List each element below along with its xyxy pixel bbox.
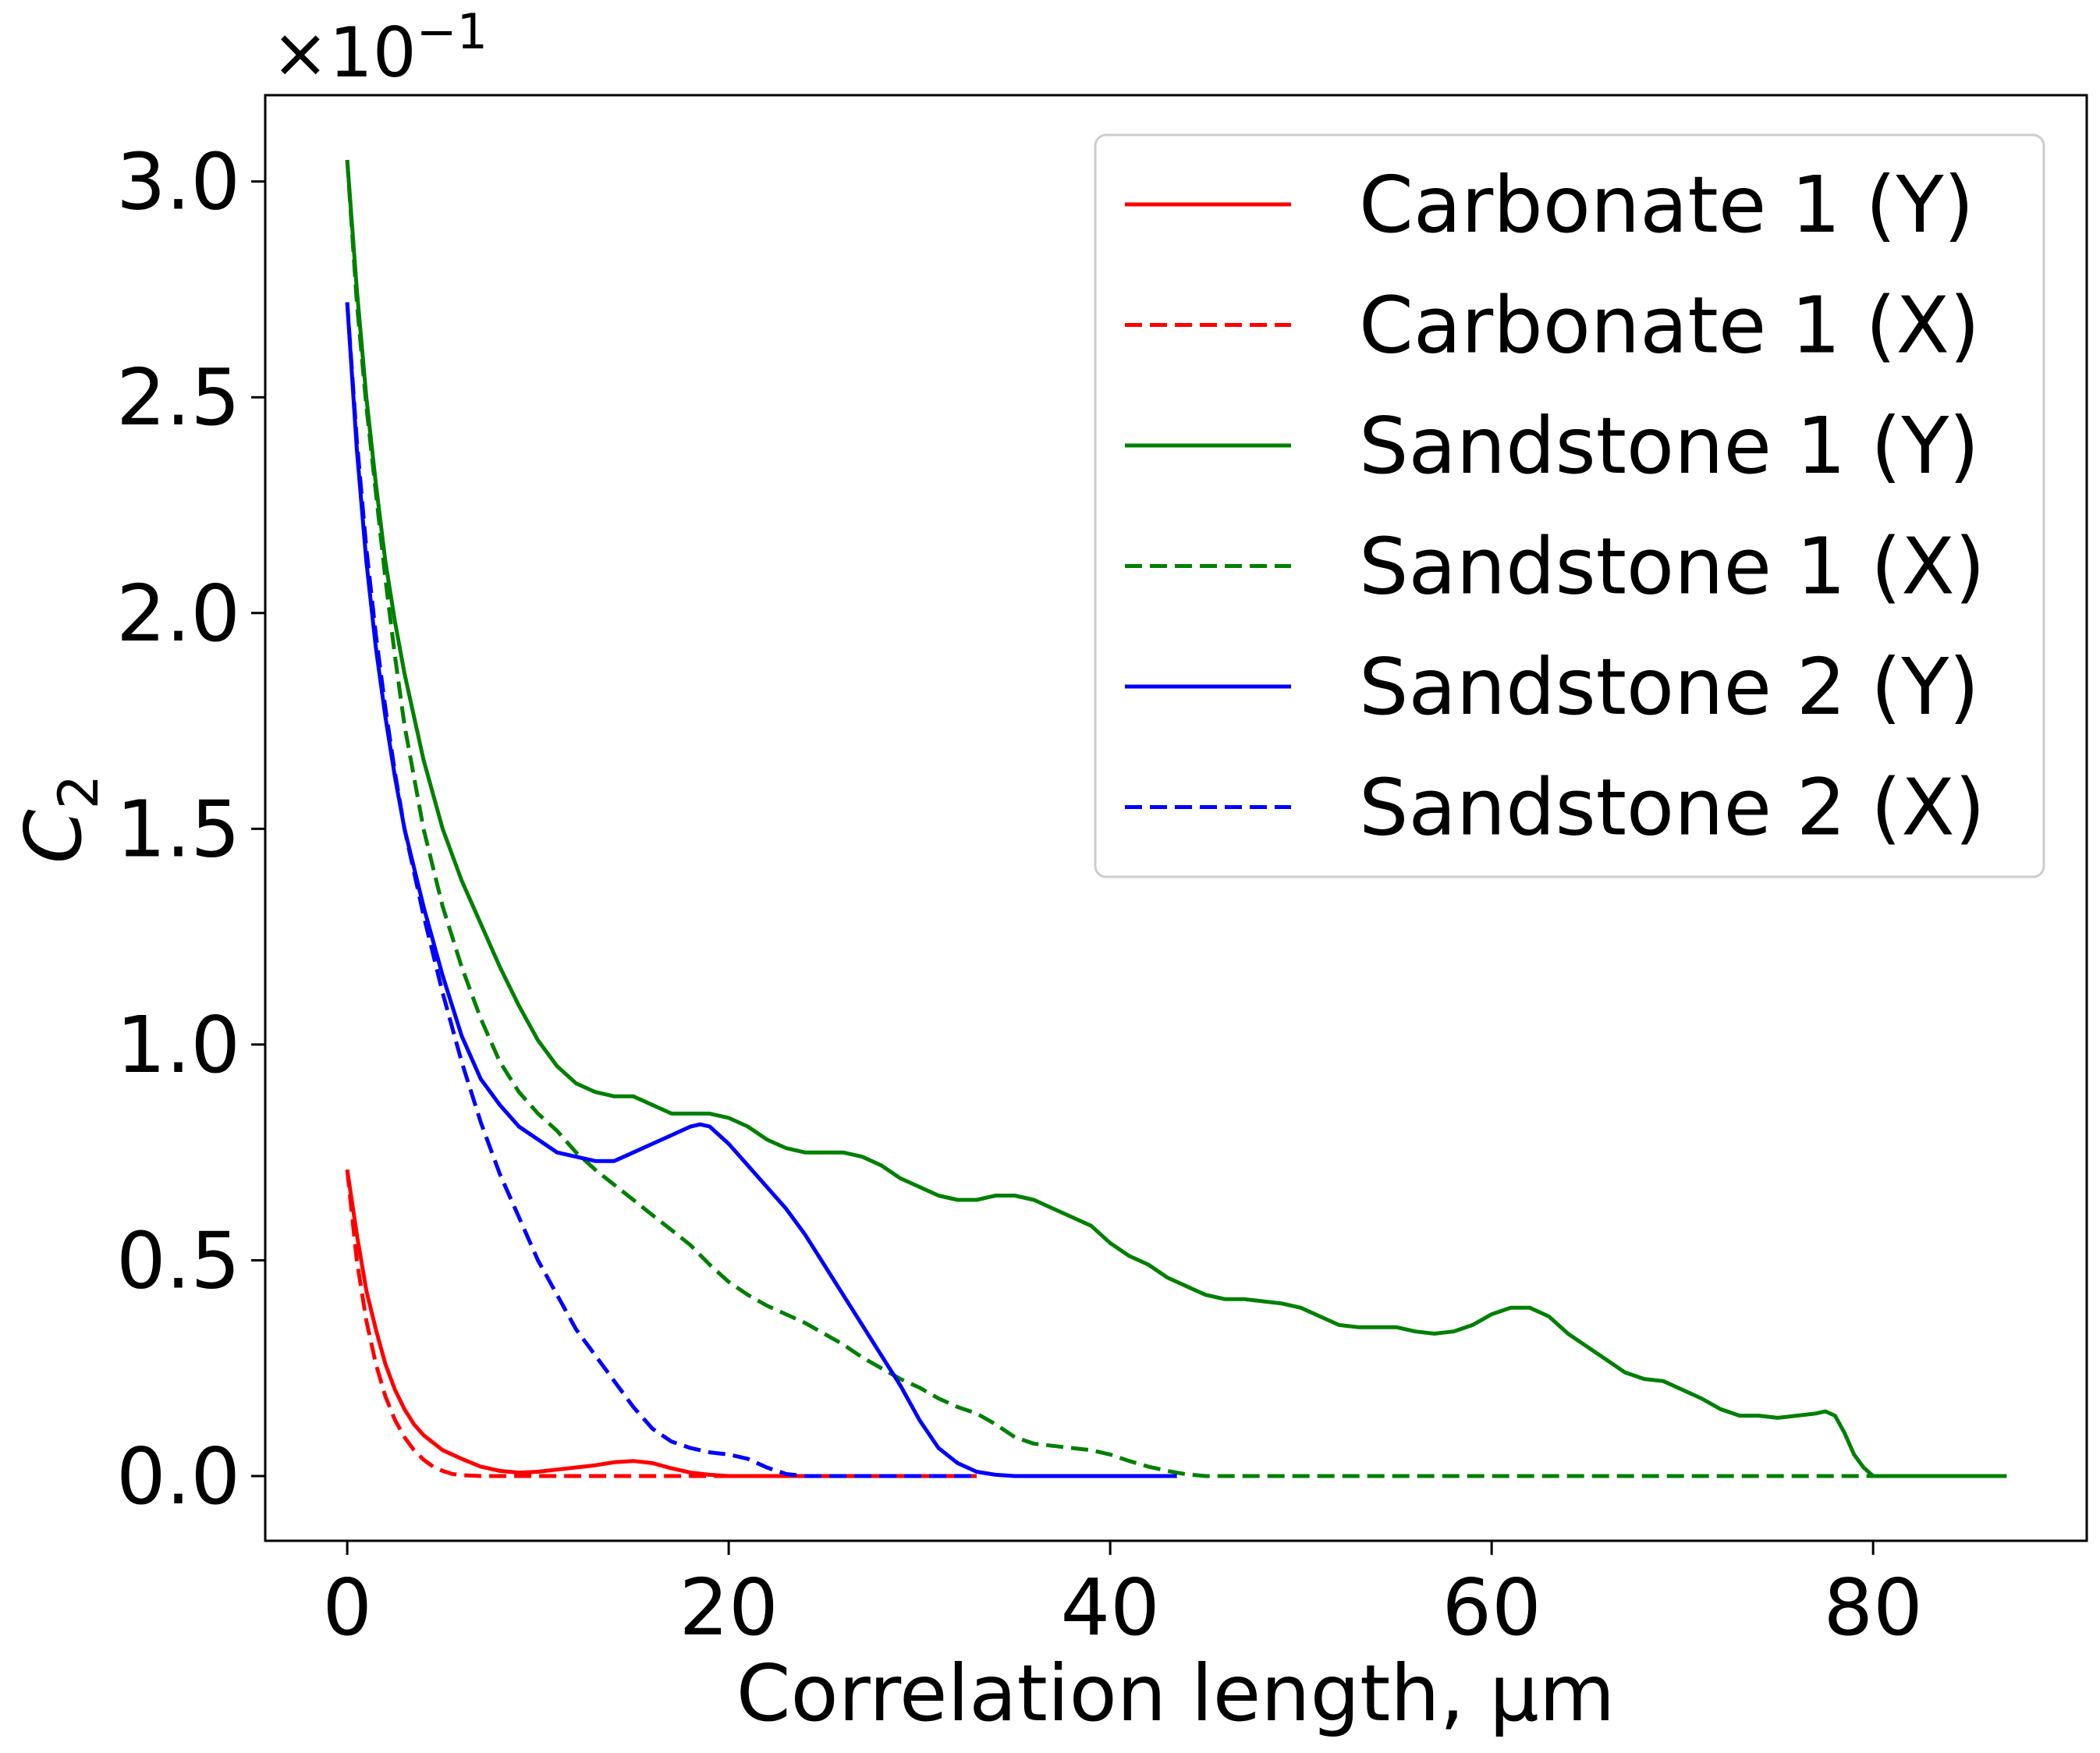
y-axis-label-subscript: 2 <box>47 775 111 810</box>
y-tick-label: 0.0 <box>116 1431 240 1522</box>
legend-entry: Carbonate 1 (Y) <box>1125 159 1974 250</box>
y-tick-label: 3.0 <box>116 137 240 228</box>
legend-label: Carbonate 1 (Y) <box>1359 159 1974 250</box>
x-axis-ticks: 0 20 40 60 80 <box>322 1541 1923 1653</box>
legend-label: Sandstone 1 (X) <box>1359 521 1985 612</box>
x-tick-label: 60 <box>1442 1562 1541 1653</box>
offset-exponent: −1 <box>417 3 488 60</box>
legend: Carbonate 1 (Y) Carbonate 1 (X) Sandstone … <box>1094 133 2045 878</box>
offset-base: ×10 <box>271 12 417 93</box>
legend-label: Sandstone 2 (Y) <box>1359 641 1979 733</box>
legend-entry: Sandstone 2 (Y) <box>1125 641 1979 733</box>
series-line-3 <box>345 159 2007 1478</box>
y-axis-label: C2 <box>8 775 111 864</box>
legend-box <box>1094 133 2045 878</box>
y-tick-label: 2.5 <box>116 352 240 443</box>
legend-label: Carbonate 1 (X) <box>1359 280 1980 371</box>
x-axis-label: Correlation length, µm <box>736 1648 1616 1739</box>
series-line-6 <box>345 302 977 1478</box>
legend-entries: Carbonate 1 (Y) Carbonate 1 (X) Sandstone … <box>1125 159 1985 853</box>
series-line-2 <box>345 1169 977 1478</box>
legend-entry: Sandstone 1 (X) <box>1125 521 1985 612</box>
y-axis-offset-label: ×10−1 <box>271 3 488 93</box>
legend-entry: Sandstone 2 (X) <box>1125 762 1985 853</box>
legend-entry: Sandstone 1 (Y) <box>1125 400 1979 491</box>
y-tick-label: 1.5 <box>116 783 240 875</box>
series-layer <box>345 159 2007 1478</box>
y-tick-label: 2.0 <box>116 568 240 659</box>
x-tick-label: 40 <box>1061 1562 1160 1653</box>
y-axis-label-main: C <box>8 809 99 864</box>
legend-label: Sandstone 2 (X) <box>1359 762 1985 853</box>
x-tick-label: 80 <box>1824 1562 1923 1653</box>
x-tick-label: 0 <box>322 1562 372 1653</box>
y-tick-label: 1.0 <box>116 999 240 1091</box>
legend-entry: Carbonate 1 (X) <box>1125 280 1980 371</box>
x-tick-label: 20 <box>679 1562 779 1653</box>
series-line-4 <box>345 159 2007 1478</box>
y-axis-ticks: 0.0 0.5 1.0 1.5 2.0 2.5 3.0 <box>116 137 265 1522</box>
legend-label: Sandstone 1 (Y) <box>1359 400 1979 491</box>
y-tick-label: 0.5 <box>116 1215 240 1306</box>
